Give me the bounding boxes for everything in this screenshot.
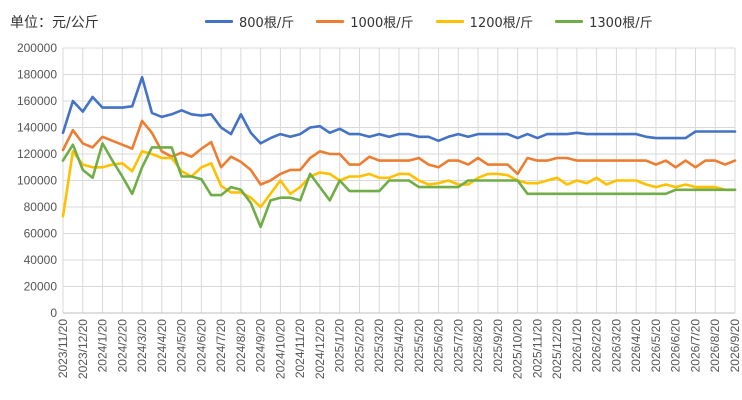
x-tick-label: 2024/6/20 [194, 319, 208, 373]
y-tick-label: 160000 [17, 94, 57, 108]
x-tick-label: 2024/2/20 [115, 319, 129, 373]
x-tick-label: 2025/12/20 [550, 319, 564, 379]
x-tick-label: 2026/3/20 [609, 319, 623, 373]
legend-item: 1000根/斤 [316, 12, 414, 31]
x-tick-label: 2025/6/20 [432, 319, 446, 373]
x-tick-label: 2024/10/20 [273, 319, 287, 379]
x-tick-label: 2025/5/20 [412, 319, 426, 373]
x-tick-label: 2026/8/20 [708, 319, 722, 373]
x-tick-label: 2024/5/20 [175, 319, 189, 373]
legend-label: 1300根/斤 [589, 16, 653, 31]
x-tick-label: 2025/2/20 [352, 319, 366, 373]
x-tick-label: 2024/7/20 [214, 319, 228, 373]
series-line-4 [61, 142, 737, 229]
legend-label: 1000根/斤 [350, 16, 414, 31]
x-tick-label: 2024/9/20 [254, 319, 268, 373]
x-tick-label: 2025/11/20 [530, 319, 544, 378]
y-tick-label: 20000 [24, 280, 58, 294]
y-tick-label: 40000 [24, 253, 58, 267]
y-tick-label: 60000 [24, 227, 58, 241]
x-tick-label: 2025/3/20 [372, 319, 386, 373]
x-tick-label: 2025/7/20 [451, 319, 465, 373]
y-tick-label: 200000 [17, 41, 57, 55]
legend-swatch [555, 20, 584, 23]
x-tick-label: 2024/12/20 [313, 319, 327, 379]
x-tick-label: 2024/4/20 [155, 319, 169, 373]
legend-swatch [205, 20, 233, 23]
legend-label: 800根/斤 [239, 16, 295, 31]
y-tick-label: 0 [50, 306, 57, 320]
x-tick-label: 2026/7/20 [688, 319, 702, 373]
x-tick-label: 2026/2/20 [590, 319, 604, 373]
y-tick-label: 120000 [17, 147, 57, 161]
x-tick-label: 2026/6/20 [669, 319, 683, 373]
series-line-3 [61, 150, 737, 218]
legend-swatch [316, 20, 345, 23]
x-tick-label: 2024/1/20 [96, 319, 110, 373]
x-tick-label: 2024/11/20 [293, 319, 307, 378]
x-tick-label: 2025/9/20 [491, 319, 505, 373]
legend-item: 1300根/斤 [555, 12, 653, 31]
x-tick-label: 2026/9/20 [728, 319, 742, 373]
x-tick-label: 2023/11/20 [56, 319, 70, 378]
y-tick-label: 80000 [24, 200, 58, 214]
x-tick-label: 2026/1/20 [570, 319, 584, 373]
legend-label: 1200根/斤 [469, 16, 534, 31]
x-tick-label: 2025/10/20 [511, 319, 525, 379]
x-tick-label: 2024/3/20 [135, 319, 149, 373]
unit-label: 单位：元/公斤 [10, 15, 99, 31]
y-tick-label: 100000 [17, 174, 57, 188]
y-tick-label: 180000 [17, 68, 57, 82]
x-tick-label: 2024/8/20 [234, 319, 248, 373]
legend: 800根/斤 1000根/斤 1200根/斤 1300根/斤 [205, 12, 653, 31]
x-tick-label: 2023/12/20 [76, 319, 90, 379]
legend-swatch [435, 20, 464, 23]
x-tick-label: 2026/4/20 [629, 319, 643, 373]
series-line-1 [61, 75, 737, 145]
x-tick-label: 2025/8/20 [471, 319, 485, 373]
x-tick-label: 2025/1/20 [333, 319, 347, 373]
y-tick-label: 140000 [17, 121, 57, 135]
x-tick-label: 2025/4/20 [392, 319, 406, 373]
x-tick-label: 2026/5/20 [649, 319, 663, 373]
legend-item: 800根/斤 [205, 12, 294, 31]
legend-item: 1200根/斤 [435, 12, 534, 31]
